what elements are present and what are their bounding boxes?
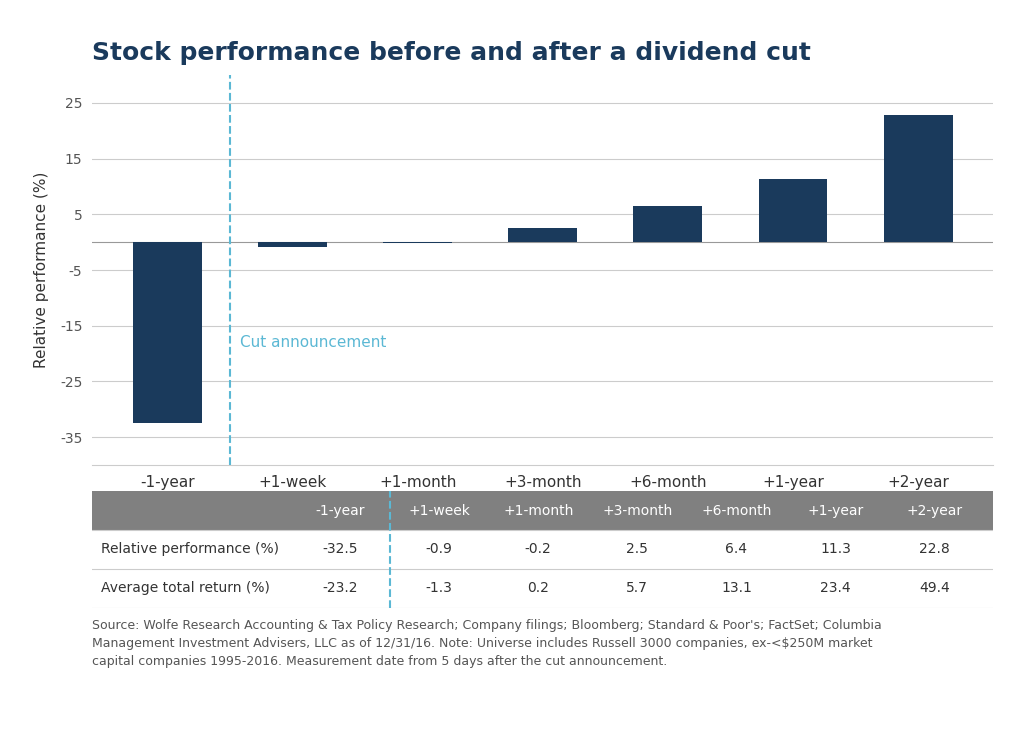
Bar [884,115,952,242]
Bar [133,242,202,423]
Bar [92,491,993,530]
Bar [759,179,827,242]
Text: Source: Wolfe Research Accounting & Tax Policy Research; Company filings; Bloomb: Source: Wolfe Research Accounting & Tax … [92,619,882,668]
Text: 23.4: 23.4 [820,581,851,596]
Text: +3-month: +3-month [602,504,673,518]
Text: -1-year: -1-year [315,504,365,518]
Bar [508,228,578,242]
Bar [258,242,327,248]
Text: -1.3: -1.3 [426,581,453,596]
Text: -23.2: -23.2 [323,581,357,596]
Text: Relative performance (%): Relative performance (%) [101,542,280,556]
Text: 0.2: 0.2 [527,581,549,596]
Text: +6-month: +6-month [701,504,772,518]
Text: -32.5: -32.5 [323,542,357,556]
Text: Average total return (%): Average total return (%) [101,581,270,596]
Text: 22.8: 22.8 [920,542,950,556]
Text: 13.1: 13.1 [721,581,752,596]
Bar [383,242,452,243]
Text: Cut announcement: Cut announcement [240,335,386,350]
Text: 11.3: 11.3 [820,542,851,556]
Text: 5.7: 5.7 [627,581,648,596]
Text: +1-year: +1-year [808,504,863,518]
Y-axis label: Relative performance (%): Relative performance (%) [34,172,49,368]
Text: 6.4: 6.4 [725,542,748,556]
Text: +1-week: +1-week [409,504,470,518]
Text: -0.2: -0.2 [525,542,552,556]
Bar [634,206,702,242]
Text: -0.9: -0.9 [426,542,453,556]
Text: 2.5: 2.5 [627,542,648,556]
Text: 49.4: 49.4 [920,581,950,596]
Text: +2-year: +2-year [906,504,963,518]
Text: Stock performance before and after a dividend cut: Stock performance before and after a div… [92,41,811,65]
Text: +1-month: +1-month [503,504,573,518]
